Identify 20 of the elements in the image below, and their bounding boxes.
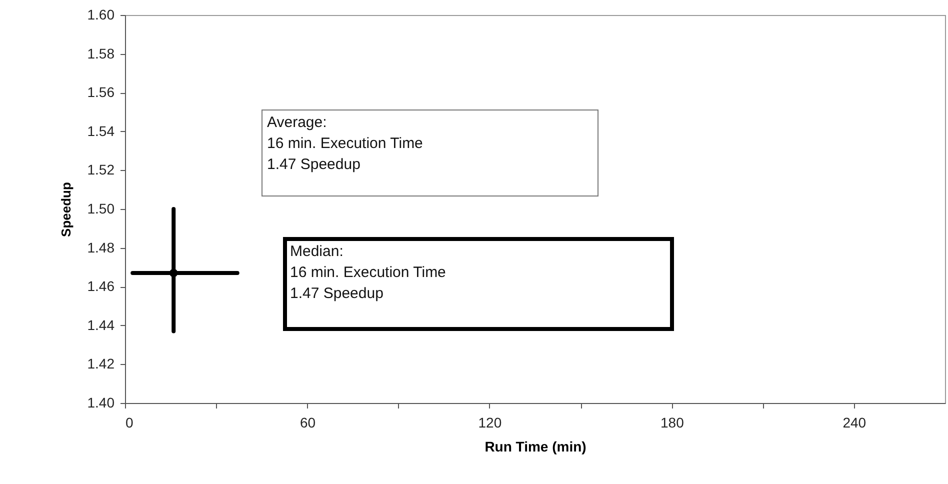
y-tick-label: 1.44 (87, 316, 115, 333)
y-axis-title: Speedup (58, 182, 74, 237)
y-tick-label: 1.40 (87, 394, 115, 410)
y-tick-label: 1.54 (87, 122, 115, 139)
x-tick-label: 0 (126, 414, 134, 430)
y-tick-label: 1.58 (87, 45, 115, 62)
x-tick-label: 120 (478, 414, 502, 430)
annotation: Median: 16 min. Execution Time 1.47 Speedup (290, 243, 446, 302)
y-tick-label: 1.46 (87, 278, 115, 294)
y-tick-label: 1.48 (87, 239, 115, 256)
x-axis-title: Run Time (min) (484, 438, 586, 454)
y-tick-label: 1.56 (87, 84, 115, 100)
y-tick-label: 1.60 (87, 6, 115, 22)
x-tick-label: 240 (842, 414, 866, 430)
x-tick-label: 180 (660, 414, 684, 430)
y-tick-label: 1.50 (87, 200, 115, 216)
y-tick-label: 1.42 (87, 356, 115, 372)
annotation: Average: 16 min. Execution Time 1.47 Speedup (267, 114, 423, 173)
y-tick-label: 1.52 (87, 162, 115, 178)
x-tick-label: 60 (300, 414, 316, 430)
